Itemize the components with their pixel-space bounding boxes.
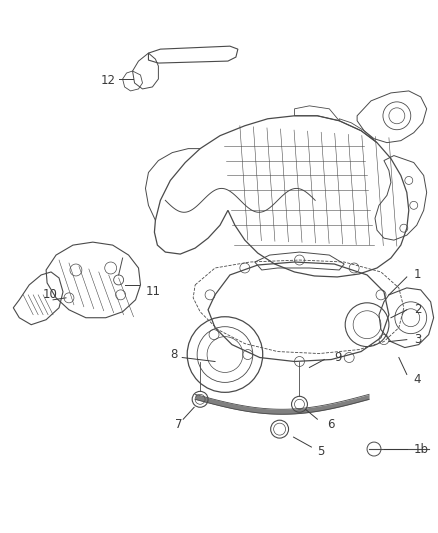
Text: 11: 11 [145,285,160,298]
Text: 1b: 1b [414,442,429,456]
Text: 4: 4 [414,373,421,386]
Text: 10: 10 [43,288,58,301]
Text: 9: 9 [334,351,342,364]
Text: 5: 5 [318,445,325,457]
Text: 1: 1 [414,269,421,281]
Text: 3: 3 [414,333,421,346]
Text: 12: 12 [101,75,116,87]
Text: 7: 7 [175,418,183,431]
Text: 8: 8 [170,348,178,361]
Text: 6: 6 [327,418,335,431]
Text: 2: 2 [414,303,421,316]
